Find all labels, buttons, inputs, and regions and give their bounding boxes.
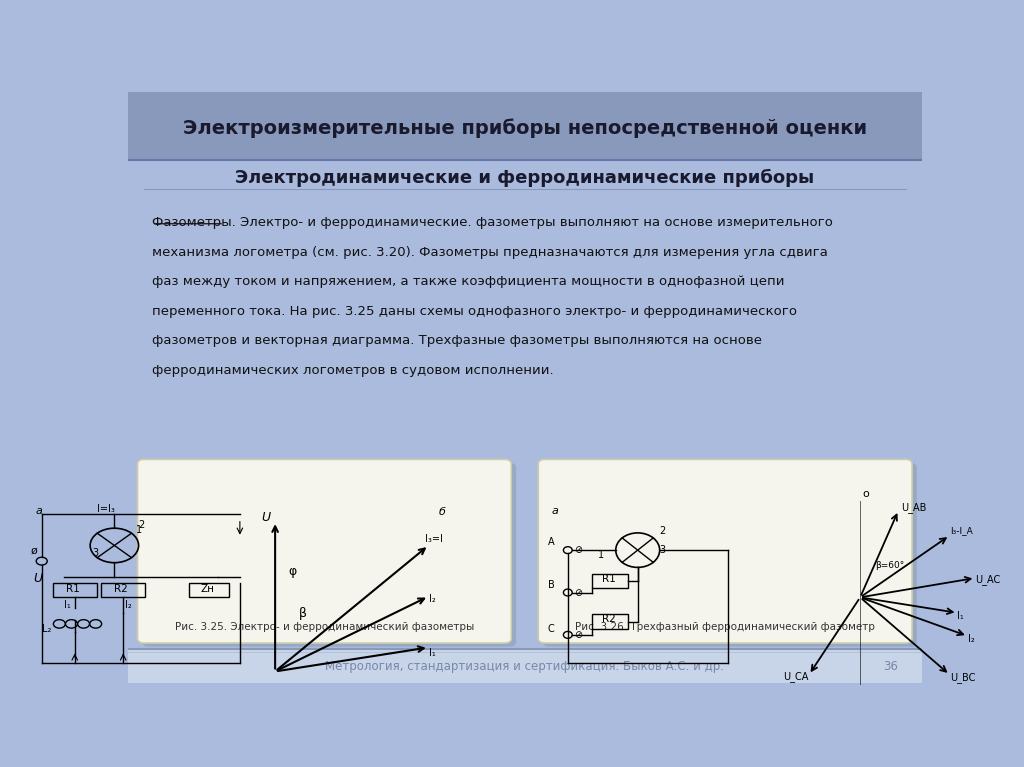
Text: Фазометры. Электро- и ферродинамические. фазометры выполняют на основе измерител: Фазометры. Электро- и ферродинамические.… (152, 216, 833, 229)
Text: Zн: Zн (201, 584, 215, 594)
Text: I₂: I₂ (968, 634, 975, 644)
Text: R2: R2 (602, 614, 615, 624)
Text: L₂: L₂ (42, 624, 51, 634)
FancyBboxPatch shape (539, 459, 912, 643)
Text: I₁: I₁ (63, 601, 71, 611)
Text: 36: 36 (883, 660, 898, 673)
Text: 2: 2 (138, 520, 144, 530)
Text: U_AC: U_AC (975, 574, 1000, 584)
Bar (189, 583, 229, 597)
Text: R1: R1 (602, 574, 615, 584)
Text: фаз между током и напряжением, а также коэффициента мощности в однофазной цепи: фаз между током и напряжением, а также к… (152, 275, 784, 288)
Text: I=I₃: I=I₃ (96, 505, 115, 515)
Bar (592, 574, 628, 588)
Text: I₂: I₂ (429, 594, 435, 604)
Text: Рис. 3.25. Электро- и ферродинамический фазометры: Рис. 3.25. Электро- и ферродинамический … (175, 623, 474, 633)
Text: ферродинамических логометров в судовом исполнении.: ферродинамических логометров в судовом и… (152, 364, 553, 377)
FancyBboxPatch shape (128, 92, 922, 160)
Text: Метрология, стандартизация и сертификация. Быков А.С. и др.: Метрология, стандартизация и сертификаци… (326, 660, 724, 673)
Text: R2: R2 (114, 584, 128, 594)
Text: β=60°: β=60° (876, 561, 905, 571)
FancyBboxPatch shape (128, 649, 922, 683)
Text: Электродинамические и ферродинамические приборы: Электродинамические и ферродинамические … (236, 169, 814, 186)
Text: a: a (552, 506, 559, 516)
Text: ø: ø (31, 545, 38, 555)
Text: Электроизмерительные приборы непосредственной оценки: Электроизмерительные приборы непосредств… (182, 119, 867, 138)
Text: ⊘: ⊘ (573, 588, 582, 597)
Text: ⊘: ⊘ (573, 545, 582, 555)
Bar (592, 614, 628, 629)
Text: 3: 3 (659, 545, 666, 555)
Text: I₁: I₁ (957, 611, 965, 621)
Text: Рис. 3.26. Трехфазный ферродинамический фазометр: Рис. 3.26. Трехфазный ферродинамический … (575, 623, 876, 633)
Text: 1: 1 (598, 550, 604, 560)
Text: U_BC: U_BC (950, 673, 975, 683)
Text: фазометров и векторная диаграмма. Трехфазные фазометры выполняются на основе: фазометров и векторная диаграмма. Трехфа… (152, 334, 762, 347)
Text: 3: 3 (92, 548, 98, 558)
Bar (53, 583, 96, 597)
Text: B: B (548, 580, 555, 590)
Text: o: o (862, 489, 869, 499)
Text: R1: R1 (66, 584, 80, 594)
Text: a: a (35, 506, 42, 516)
Text: U_CA: U_CA (783, 670, 809, 682)
Bar (101, 583, 145, 597)
Text: I₃-I_A: I₃-I_A (950, 526, 973, 535)
Text: φ: φ (289, 565, 297, 578)
Text: б: б (439, 507, 445, 517)
Text: β: β (299, 607, 307, 621)
Text: переменного тока. На рис. 3.25 даны схемы однофазного электро- и ферродинамическ: переменного тока. На рис. 3.25 даны схем… (152, 304, 797, 318)
Text: I₂: I₂ (125, 601, 132, 611)
FancyBboxPatch shape (142, 463, 516, 647)
Text: 1: 1 (136, 525, 142, 535)
Text: U: U (33, 571, 42, 584)
Text: I₃=I: I₃=I (425, 535, 443, 545)
Text: U_AB: U_AB (901, 502, 927, 513)
Text: ⊘: ⊘ (573, 630, 582, 640)
Text: механизма логометра (см. рис. 3.20). Фазометры предназначаются для измерения угл: механизма логометра (см. рис. 3.20). Фаз… (152, 245, 827, 258)
Text: C: C (548, 624, 555, 634)
Text: A: A (548, 538, 554, 548)
FancyBboxPatch shape (137, 459, 511, 643)
Text: U: U (261, 512, 270, 524)
Text: 2: 2 (659, 526, 666, 536)
Text: I₁: I₁ (429, 648, 435, 658)
FancyBboxPatch shape (543, 463, 916, 647)
